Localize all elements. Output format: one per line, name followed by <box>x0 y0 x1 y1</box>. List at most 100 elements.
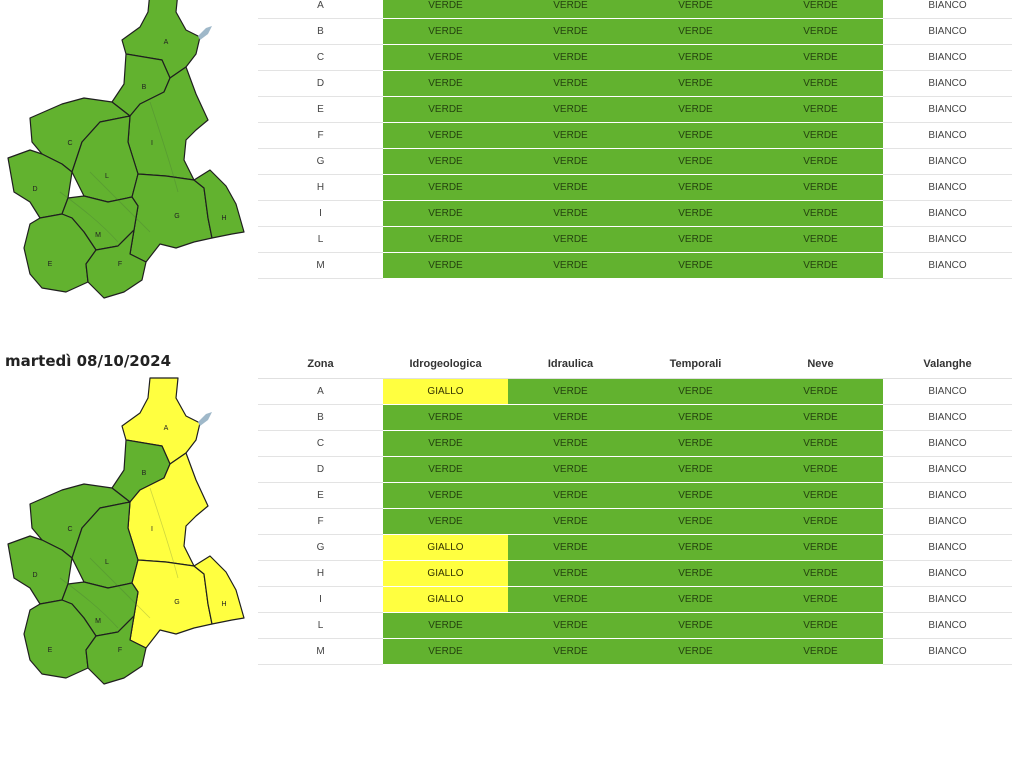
alert-table: Zona Idrogeologica Idraulica Temporali Neve V… <box>258 350 1012 665</box>
alert-level-cell: BIANCO <box>883 560 1012 587</box>
alert-level-cell: VERDE <box>633 560 758 587</box>
alert-level-cell: VERDE <box>758 18 883 45</box>
alert-level-cell: BIANCO <box>883 534 1012 561</box>
alert-level-cell: BIANCO <box>883 404 1012 431</box>
zone-f-shape <box>85 229 147 299</box>
zone-label: B <box>142 84 147 91</box>
alert-level-cell: VERDE <box>758 534 883 561</box>
zone-cell: C <box>258 44 383 71</box>
alert-level-cell: VERDE <box>508 638 633 665</box>
alert-level-cell: BIANCO <box>883 456 1012 483</box>
zone-cell: G <box>258 534 383 561</box>
river-line <box>89 557 151 619</box>
alert-level-cell: VERDE <box>758 0 883 19</box>
lake-shape <box>198 26 212 40</box>
alert-level-cell: BIANCO <box>883 148 1012 175</box>
alert-level-cell: VERDE <box>383 44 508 71</box>
table-row: B VERDE VERDE VERDE VERDE BIANCO <box>258 404 1012 431</box>
zone-h-shape <box>193 555 245 625</box>
zone-cell: D <box>258 70 383 97</box>
alert-level-cell: BIANCO <box>883 70 1012 97</box>
alert-level-cell: VERDE <box>383 70 508 97</box>
alert-level-cell: GIALLO <box>383 586 508 613</box>
zone-label: H <box>221 215 226 222</box>
river-line <box>89 171 151 233</box>
alert-level-cell: VERDE <box>758 586 883 613</box>
piemonte-map: A B C D E F G H I L M <box>7 0 245 299</box>
alert-level-cell: VERDE <box>633 70 758 97</box>
alert-level-cell: VERDE <box>508 0 633 19</box>
alert-level-cell: BIANCO <box>883 638 1012 665</box>
alert-level-cell: VERDE <box>508 96 633 123</box>
zone-cell: A <box>258 378 383 405</box>
column-header: Neve <box>758 350 883 379</box>
alert-level-cell: VERDE <box>508 482 633 509</box>
alert-level-cell: VERDE <box>508 148 633 175</box>
zone-label: I <box>151 526 153 533</box>
alert-level-cell: BIANCO <box>883 226 1012 253</box>
alert-level-cell: VERDE <box>383 456 508 483</box>
alert-level-cell: VERDE <box>508 18 633 45</box>
alert-level-cell: VERDE <box>508 560 633 587</box>
alert-level-cell: VERDE <box>633 122 758 149</box>
table-row: I GIALLO VERDE VERDE VERDE BIANCO <box>258 586 1012 613</box>
zone-label: F <box>118 261 122 268</box>
alert-level-cell: VERDE <box>758 378 883 405</box>
table-row: D VERDE VERDE VERDE VERDE BIANCO <box>258 456 1012 483</box>
alert-level-cell: VERDE <box>758 226 883 253</box>
zone-label: L <box>105 173 109 180</box>
alert-level-cell: VERDE <box>758 200 883 227</box>
table-row: H GIALLO VERDE VERDE VERDE BIANCO <box>258 560 1012 587</box>
alert-level-cell: BIANCO <box>883 174 1012 201</box>
alert-level-cell: BIANCO <box>883 612 1012 639</box>
alert-level-cell: VERDE <box>633 404 758 431</box>
column-header: Valanghe <box>883 350 1012 379</box>
alert-level-cell: VERDE <box>633 96 758 123</box>
alert-level-cell: BIANCO <box>883 430 1012 457</box>
river-line <box>59 191 119 243</box>
zone-cell: D <box>258 456 383 483</box>
alert-level-cell: BIANCO <box>883 44 1012 71</box>
zone-cell: B <box>258 404 383 431</box>
alert-level-cell: VERDE <box>508 534 633 561</box>
alert-level-cell: VERDE <box>508 200 633 227</box>
alert-level-cell: VERDE <box>758 44 883 71</box>
alert-level-cell: VERDE <box>508 456 633 483</box>
table-row: D VERDE VERDE VERDE VERDE BIANCO <box>258 70 1012 97</box>
alert-level-cell: VERDE <box>758 122 883 149</box>
table-row: A GIALLO VERDE VERDE VERDE BIANCO <box>258 378 1012 405</box>
zone-cell: A <box>258 0 383 19</box>
alert-level-cell: VERDE <box>758 430 883 457</box>
zone-cell: L <box>258 612 383 639</box>
alert-level-cell: VERDE <box>383 508 508 535</box>
alert-level-cell: VERDE <box>508 122 633 149</box>
column-header: Idrogeologica <box>383 350 508 379</box>
alert-level-cell: VERDE <box>508 378 633 405</box>
alert-table: A VERDE VERDE VERDE VERDE BIANCO B VERDE VERDE VE… <box>258 0 1012 279</box>
zone-label: D <box>32 186 37 193</box>
zone-cell: E <box>258 482 383 509</box>
alert-level-cell: VERDE <box>633 18 758 45</box>
zone-label: H <box>221 601 226 608</box>
zone-cell: E <box>258 96 383 123</box>
alert-level-cell: VERDE <box>633 148 758 175</box>
alert-level-cell: VERDE <box>508 174 633 201</box>
zone-label: M <box>95 232 101 239</box>
alert-level-cell: VERDE <box>758 404 883 431</box>
alert-level-cell: VERDE <box>508 612 633 639</box>
zone-g-shape <box>129 559 213 649</box>
table-row: E VERDE VERDE VERDE VERDE BIANCO <box>258 96 1012 123</box>
zone-cell: I <box>258 200 383 227</box>
alert-level-cell: VERDE <box>383 638 508 665</box>
alert-level-cell: VERDE <box>633 482 758 509</box>
alert-level-cell: VERDE <box>633 200 758 227</box>
alert-level-cell: VERDE <box>508 586 633 613</box>
column-header: Zona <box>258 350 383 379</box>
table-row: A VERDE VERDE VERDE VERDE BIANCO <box>258 0 1012 19</box>
alert-level-cell: VERDE <box>633 226 758 253</box>
table-row: C VERDE VERDE VERDE VERDE BIANCO <box>258 44 1012 71</box>
alert-level-cell: VERDE <box>758 148 883 175</box>
alert-level-cell: VERDE <box>508 404 633 431</box>
piemonte-map: A B C D E F G H I L M <box>7 377 245 685</box>
table-row: H VERDE VERDE VERDE VERDE BIANCO <box>258 174 1012 201</box>
